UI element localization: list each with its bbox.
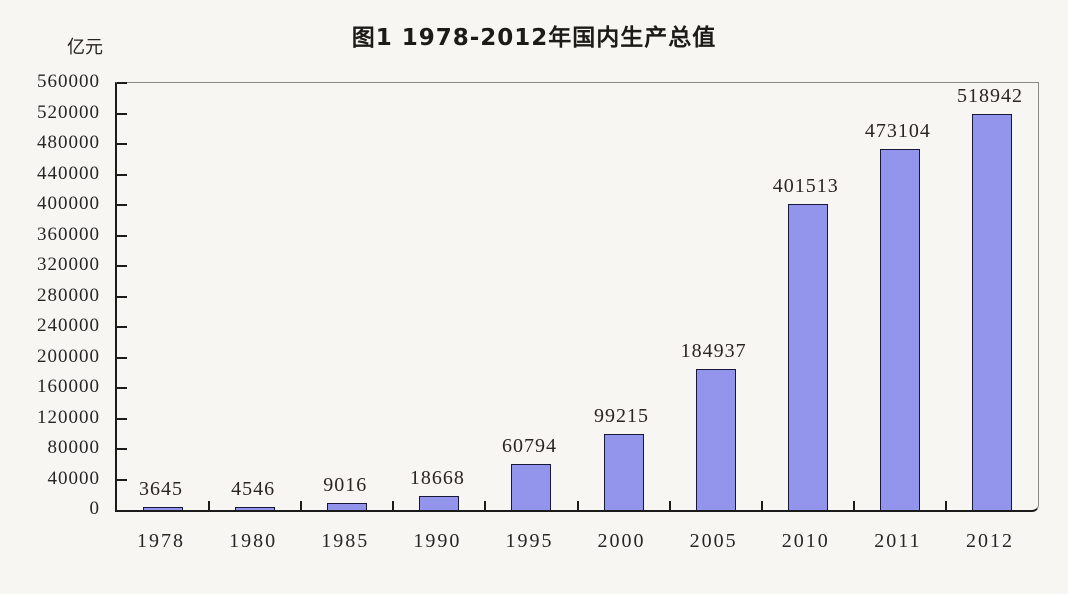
y-tick-label: 320000 — [37, 254, 100, 275]
bar-2010 — [787, 203, 828, 510]
bar-value-label: 184937 — [680, 339, 747, 362]
x-tick-label: 1980 — [229, 530, 278, 552]
y-tick — [117, 356, 127, 359]
bar-2000 — [603, 434, 644, 510]
y-tick-label: 0 — [89, 498, 100, 519]
bar-2005 — [695, 369, 736, 510]
bar-1995 — [511, 463, 552, 510]
bar-1980 — [235, 506, 276, 510]
x-tick — [392, 501, 395, 510]
x-tick-label: 1990 — [413, 530, 462, 552]
y-tick-label: 200000 — [37, 345, 100, 367]
bar-value-label: 60794 — [501, 434, 557, 457]
bar-value-label: 99215 — [594, 405, 650, 428]
x-tick-label: 1995 — [505, 530, 554, 552]
x-tick — [484, 501, 487, 510]
y-tick — [117, 295, 127, 298]
bar-value-label: 9016 — [323, 474, 368, 497]
x-tick-label: 2012 — [965, 530, 1014, 552]
y-tick-label: 120000 — [37, 406, 100, 428]
y-tick — [117, 478, 127, 481]
y-tick-label: 560000 — [37, 71, 100, 92]
bar-value-label: 473104 — [864, 120, 931, 143]
y-tick-label: 440000 — [37, 162, 100, 184]
y-tick-label: 240000 — [37, 315, 100, 336]
bar-1978 — [143, 507, 184, 510]
y-tick-label: 400000 — [37, 193, 100, 214]
x-tick-label: 2000 — [597, 530, 646, 552]
y-tick-label: 40000 — [47, 467, 100, 489]
y-tick-label: 480000 — [37, 132, 100, 153]
y-tick-label: 280000 — [37, 284, 100, 306]
x-tick — [852, 501, 855, 510]
x-tick — [944, 501, 947, 510]
y-tick — [117, 417, 127, 420]
bar-1990 — [419, 495, 460, 510]
y-tick — [117, 143, 127, 145]
y-tick — [117, 234, 127, 237]
y-tick — [117, 387, 127, 389]
bar-value-label: 4546 — [231, 477, 276, 500]
x-tick — [576, 501, 579, 510]
bar-value-label: 401513 — [772, 174, 839, 197]
x-tick-label: 2005 — [689, 530, 738, 552]
y-tick — [117, 204, 127, 206]
bar-value-label: 3645 — [139, 478, 184, 501]
x-tick-label: 2010 — [781, 530, 830, 552]
y-tick-label: 160000 — [37, 376, 100, 397]
y-tick — [117, 173, 127, 176]
x-tick-label: 1978 — [137, 530, 186, 552]
chart-title: 图1 1978-2012年国内生产总值 — [351, 25, 717, 51]
y-tick — [117, 265, 127, 267]
x-tick — [208, 501, 211, 510]
bar-value-label: 518942 — [956, 85, 1023, 108]
x-tick-label: 2011 — [874, 530, 922, 552]
y-tick — [117, 82, 127, 84]
plot-area — [115, 82, 1039, 512]
y-tick — [117, 448, 127, 450]
y-axis-unit-label: 亿元 — [67, 37, 103, 58]
x-tick — [760, 501, 763, 510]
y-tick-label: 80000 — [47, 437, 100, 458]
x-tick — [300, 501, 303, 510]
bar-2012 — [971, 114, 1012, 510]
x-tick-label: 1985 — [321, 530, 370, 552]
y-tick — [117, 112, 127, 115]
y-tick — [117, 326, 127, 328]
bar-2011 — [879, 149, 920, 510]
bar-1985 — [327, 503, 368, 510]
bar-value-label: 18668 — [409, 466, 465, 489]
x-tick — [668, 501, 671, 510]
y-tick-label: 360000 — [37, 223, 100, 245]
y-tick-label: 520000 — [37, 101, 100, 123]
